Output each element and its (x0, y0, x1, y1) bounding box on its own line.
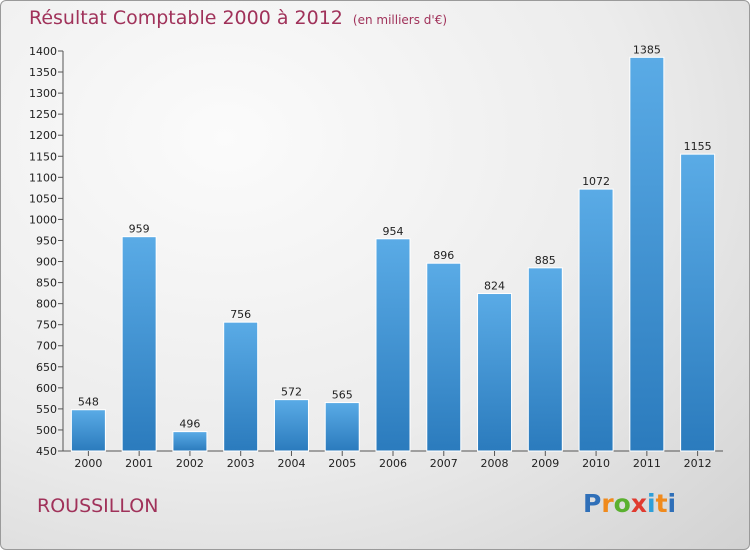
bar (70, 409, 106, 452)
x-tick-label: 2012 (684, 457, 712, 470)
data-label: 548 (78, 396, 99, 409)
logo-letter: x (630, 489, 647, 518)
x-tick-label: 2004 (277, 457, 305, 470)
y-tick-label: 1100 (29, 171, 57, 184)
y-tick-label: 450 (36, 445, 57, 458)
x-tick-label: 2001 (125, 457, 153, 470)
x-tick-label: 2010 (582, 457, 610, 470)
y-tick-label: 850 (36, 277, 57, 290)
logo-letter: P (583, 489, 602, 518)
x-tick-label: 2000 (74, 457, 102, 470)
logo-letter: r (601, 489, 614, 518)
data-label: 896 (433, 249, 454, 262)
data-label: 959 (129, 223, 150, 236)
logo-letter: i (667, 489, 677, 518)
x-tick-label: 2002 (176, 457, 204, 470)
bar (375, 238, 411, 452)
chart-title-text: Résultat Comptable 2000 à 2012 (29, 7, 343, 29)
data-label: 885 (535, 254, 556, 267)
y-tick-label: 1350 (29, 66, 57, 79)
y-tick-label: 1400 (29, 45, 57, 58)
y-tick-label: 1050 (29, 192, 57, 205)
data-label: 954 (383, 225, 404, 238)
x-tick-label: 2003 (227, 457, 255, 470)
bar (324, 402, 360, 452)
city-name: ROUSSILLON (37, 495, 159, 517)
y-tick-label: 1300 (29, 87, 57, 100)
bar (477, 293, 513, 452)
y-tick-label: 900 (36, 256, 57, 269)
logo-letter: t (655, 489, 668, 518)
y-tick-label: 800 (36, 298, 57, 311)
y-tick-label: 550 (36, 403, 57, 416)
data-label: 756 (230, 308, 251, 321)
data-label: 1155 (684, 140, 712, 153)
bar (629, 56, 665, 452)
data-label: 565 (332, 389, 353, 402)
y-tick-label: 700 (36, 340, 57, 353)
x-tick-label: 2005 (328, 457, 356, 470)
x-tick-label: 2011 (633, 457, 661, 470)
y-tick-label: 650 (36, 361, 57, 374)
bar (121, 236, 157, 452)
x-tick-label: 2008 (481, 457, 509, 470)
data-label: 1072 (582, 175, 610, 188)
bar (223, 321, 259, 452)
x-tick-label: 2009 (531, 457, 559, 470)
proxiti-logo[interactable]: Proxiti (583, 489, 676, 518)
data-label: 1385 (633, 43, 661, 56)
y-tick-label: 1000 (29, 213, 57, 226)
data-label: 824 (484, 280, 505, 293)
logo-letter: i (647, 489, 656, 518)
y-tick-label: 950 (36, 234, 57, 247)
y-tick-label: 500 (36, 424, 57, 437)
bar (273, 399, 309, 452)
y-tick-label: 1250 (29, 108, 57, 121)
bar (527, 267, 563, 452)
bar (578, 188, 614, 452)
chart-title: Résultat Comptable 2000 à 2012 (en millie… (29, 7, 447, 29)
bar (680, 153, 716, 452)
data-label: 496 (179, 418, 200, 431)
data-label: 572 (281, 386, 302, 399)
chart-unit-text: (en milliers d'€) (352, 13, 448, 27)
bar (172, 431, 208, 452)
x-tick-label: 2007 (430, 457, 458, 470)
y-tick-label: 1200 (29, 129, 57, 142)
y-tick-label: 750 (36, 319, 57, 332)
logo-letter: o (613, 489, 631, 518)
x-tick-label: 2006 (379, 457, 407, 470)
bar (426, 262, 462, 452)
y-tick-label: 1150 (29, 150, 57, 163)
y-tick-label: 600 (36, 382, 57, 395)
